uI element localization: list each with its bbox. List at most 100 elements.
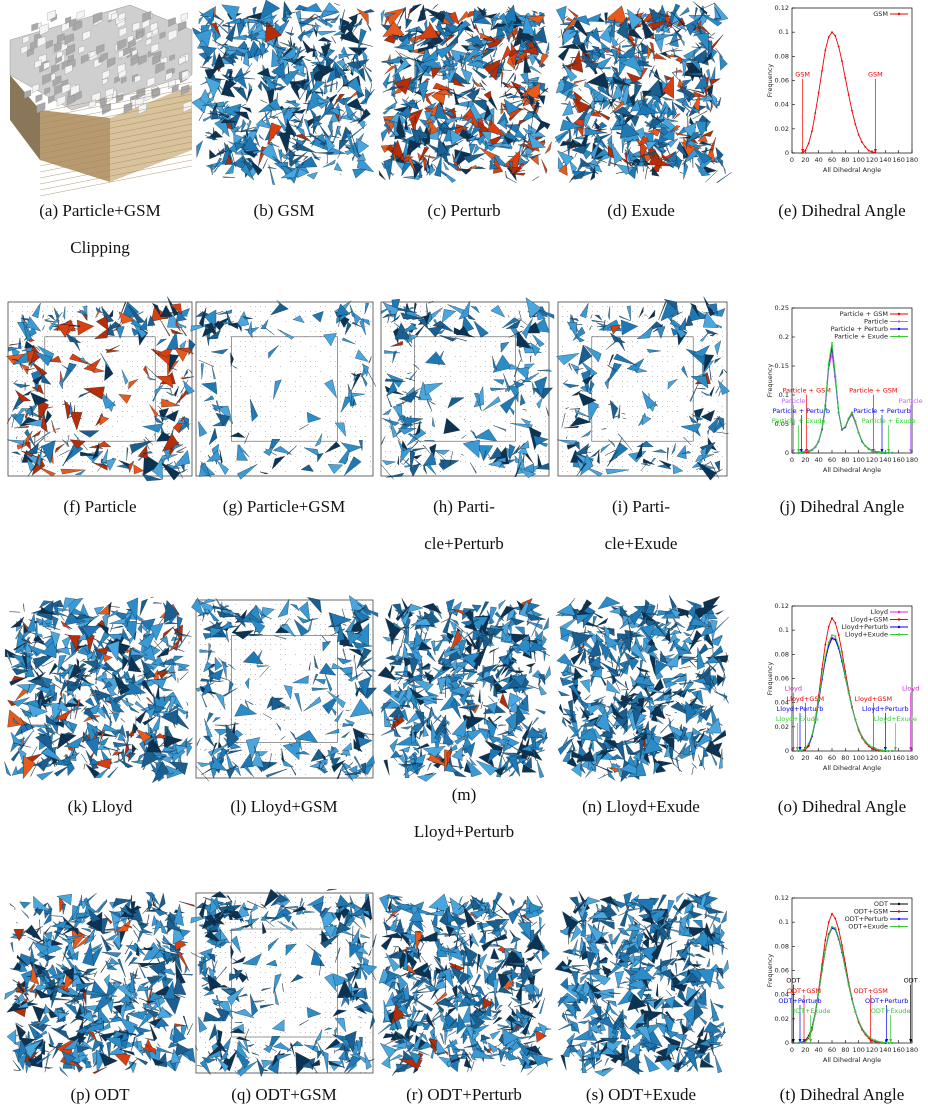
mesh-dot [430,416,431,417]
mesh-dot [285,436,286,437]
mesh-dot [390,451,391,452]
mesh-dot [142,361,143,362]
mesh-dot [490,321,491,322]
mesh-dot [162,366,163,367]
mesh-dot [510,381,511,382]
mesh-dot [420,381,421,382]
mesh-dot [647,376,648,377]
mesh-dot [385,426,386,427]
mesh-dot [210,406,211,407]
mesh-triangle [81,754,87,763]
mesh-dot [117,376,118,377]
mesh-triangle [601,444,611,453]
mesh-triangle [668,379,678,389]
mesh-dot [520,441,521,442]
mesh-dot [360,371,361,372]
mesh-dot [132,326,133,327]
mesh-dot [245,346,246,347]
mesh-triangle [648,310,655,319]
mesh-dot [592,311,593,312]
mesh-triangle [71,337,80,351]
mesh-dot [582,426,583,427]
mesh-dot [400,321,401,322]
mesh-dot [182,436,183,437]
mesh-dot [72,381,73,382]
mesh-dot [430,431,431,432]
mesh-dot [545,416,546,417]
mesh-dot [230,366,231,367]
mesh-triangle [516,367,528,380]
mesh-dot [465,401,466,402]
mesh-dot [320,401,321,402]
mesh-dot [162,336,163,337]
mesh-dot [102,306,103,307]
mesh-triangle [341,443,362,452]
mesh-dot [667,436,668,437]
mesh-triangle [301,465,313,472]
mesh-dot [57,466,58,467]
mesh-dot [562,386,563,387]
mesh-dot [562,411,563,412]
mesh-dot [687,431,688,432]
mesh-dot [62,396,63,397]
mesh-dot [515,376,516,377]
mesh-dot [592,426,593,427]
mesh-dot [270,316,271,317]
mesh-dot [200,386,201,387]
mesh-dot [465,421,466,422]
mesh-dot [642,366,643,367]
mesh-dot [535,396,536,397]
mesh-triangle [263,447,273,456]
mesh-dot [642,376,643,377]
mesh-dot [365,441,366,442]
mesh-triangle [367,370,376,386]
mesh-dot [682,361,683,362]
mesh-dot [27,306,28,307]
mesh-dot [17,436,18,437]
mesh-dot [280,366,281,367]
mesh-dot [335,421,336,422]
mesh-triangle [642,416,651,426]
mesh-triangle [325,442,340,453]
mesh-dot [92,316,93,317]
mesh-dot [577,356,578,357]
mesh-dot [280,351,281,352]
mesh-triangle [616,337,625,351]
mesh-dot [425,456,426,457]
mesh-dot [485,401,486,402]
mesh-dot [627,321,628,322]
mesh-triangle [336,81,338,90]
mesh-dot [355,351,356,352]
mesh-dot [687,461,688,462]
mesh-dot [410,446,411,447]
mesh-dot [642,396,643,397]
mesh-dot [365,416,366,417]
mesh-inner-frame [231,337,337,441]
mesh-dot [220,386,221,387]
mesh-triangle [701,410,714,421]
mesh-dot [57,311,58,312]
mesh-triangle [156,339,166,346]
mesh-dot [47,466,48,467]
mesh-dot [657,381,658,382]
mesh-dot [530,436,531,437]
mesh-dot [182,441,183,442]
mesh-dot [470,396,471,397]
mesh-dot [672,336,673,337]
mesh-dot [200,421,201,422]
mesh-dot [617,371,618,372]
mesh-dot [250,416,251,417]
mesh-dot [712,436,713,437]
mesh-dot [717,456,718,457]
mesh-dot [187,471,188,472]
mesh-triangle [263,159,268,169]
mesh-dot [270,361,271,362]
mesh-dot [405,411,406,412]
mesh-triangle [405,26,423,31]
mesh-dot [450,371,451,372]
mesh-triangle [318,37,332,42]
mesh-dot [87,341,88,342]
mesh-triangle [623,418,626,419]
mesh-dot [117,456,118,457]
mesh-dot [390,401,391,402]
